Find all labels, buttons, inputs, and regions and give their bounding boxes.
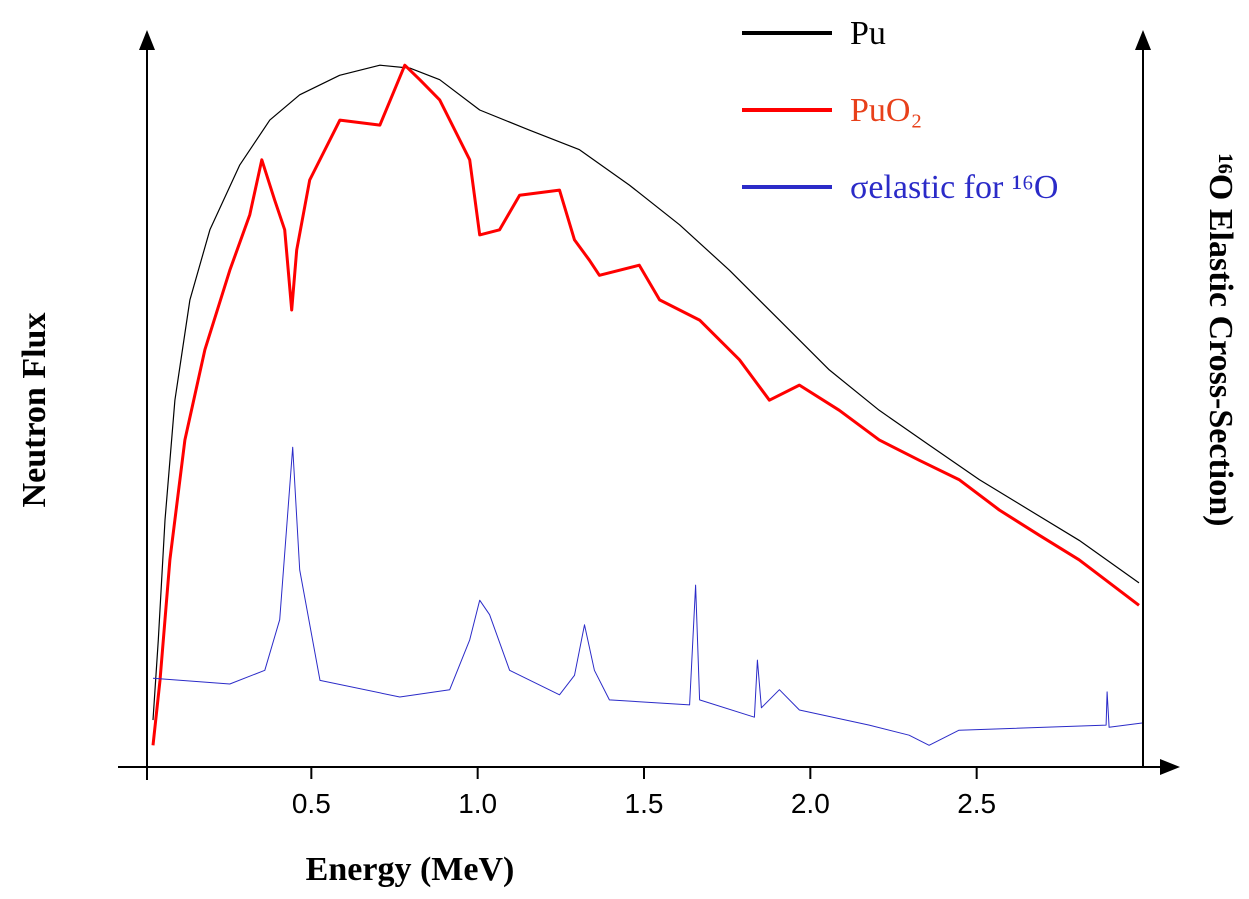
y-axis-label: Neutron Flux [16,313,53,508]
legend-label: σelastic for ¹⁶O [850,169,1058,206]
axes [118,42,1163,780]
x-tick-label: 0.5 [292,788,331,819]
arrow [139,30,155,50]
x-axis-label: Energy (MeV) [306,851,515,888]
series-line [152,64,1140,721]
x-tick-label: 1.5 [625,788,664,819]
x-tick-label: 2.5 [957,788,996,819]
legend-label: Pu [850,15,886,52]
series-line [151,63,1140,746]
legend-label: PuO₂ [850,92,922,129]
x-tick-label: 1.0 [458,788,497,819]
series-line [152,446,1143,746]
x-tick-label: 2.0 [791,788,830,819]
y2-axis-label: ¹⁶O Elastic Cross-Section) [1202,154,1239,527]
arrow [1135,30,1151,50]
arrow [1160,759,1180,775]
